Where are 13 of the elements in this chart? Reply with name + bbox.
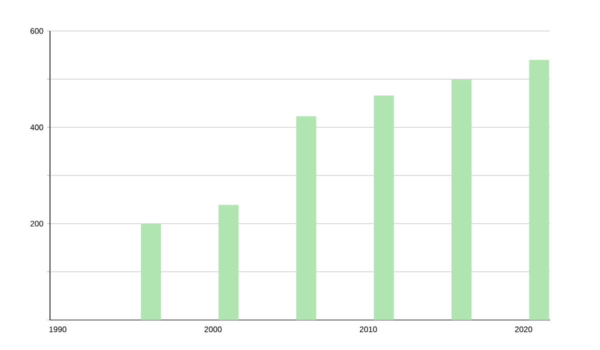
- x-tick-label: 1990: [49, 326, 66, 332]
- bar: [529, 60, 550, 320]
- bar: [451, 80, 472, 320]
- bar: [296, 116, 316, 320]
- x-tick-label: 2010: [360, 326, 377, 332]
- y-tick-label: 400: [30, 124, 44, 130]
- y-tick-label: 200: [30, 220, 44, 226]
- x-tick-label: 2000: [204, 326, 222, 332]
- bar: [140, 224, 161, 320]
- bar: [374, 96, 394, 320]
- y-tick-label: 600: [30, 28, 44, 34]
- bar: [218, 204, 239, 320]
- x-tick-label: 2020: [515, 326, 532, 332]
